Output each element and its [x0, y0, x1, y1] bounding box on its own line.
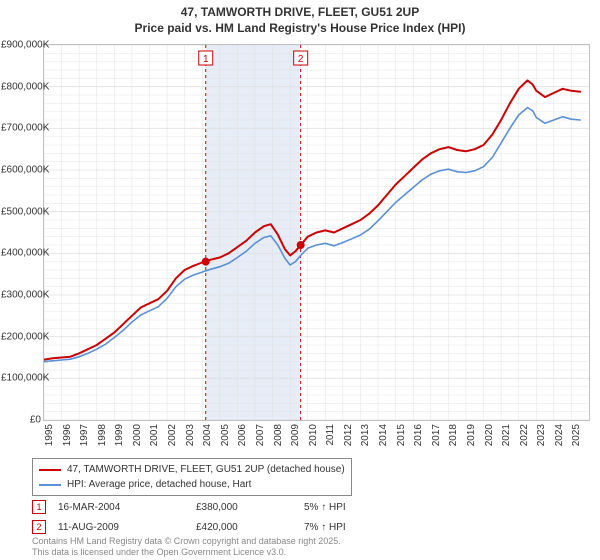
x-axis-tick: 2009	[290, 424, 301, 446]
chart-plot-area: 12 £0£100,000K£200,000K£300,000K£400,000…	[43, 44, 590, 421]
y-axis-tick: £0	[1, 415, 41, 426]
x-axis-tick: 2001	[149, 424, 160, 446]
sale-price: £380,000	[196, 502, 296, 513]
x-axis-tick: 2021	[501, 424, 512, 446]
footer-line-2: This data is licensed under the Open Gov…	[32, 547, 341, 558]
sales-row: 2 11-AUG-2009 £420,000 7% ↑ HPI	[32, 520, 392, 534]
y-axis-tick: £400,000K	[1, 248, 41, 259]
footer-line-1: Contains HM Land Registry data © Crown c…	[32, 536, 341, 547]
x-axis-tick: 2007	[255, 424, 266, 446]
x-axis-tick: 2014	[378, 424, 389, 446]
sale-marker-label: 1	[32, 500, 46, 514]
x-axis-tick: 2012	[343, 424, 354, 446]
legend-swatch-2	[39, 484, 61, 486]
sale-marker-label: 2	[32, 520, 46, 534]
legend-swatch-1	[39, 469, 61, 471]
footer: Contains HM Land Registry data © Crown c…	[32, 536, 341, 558]
x-axis-tick: 1998	[97, 424, 108, 446]
x-axis-tick: 2006	[237, 424, 248, 446]
sale-pct: 7% ↑ HPI	[304, 522, 384, 533]
legend-row-1: 47, TAMWORTH DRIVE, FLEET, GU51 2UP (det…	[39, 462, 345, 477]
x-axis-tick: 2022	[519, 424, 530, 446]
x-axis-tick: 2004	[202, 424, 213, 446]
y-axis-tick: £800,000K	[1, 81, 41, 92]
svg-text:2: 2	[298, 54, 304, 65]
x-axis-tick: 1999	[114, 424, 125, 446]
y-axis-tick: £700,000K	[1, 123, 41, 134]
y-axis-tick: £200,000K	[1, 331, 41, 342]
x-axis-tick: 1995	[44, 424, 55, 446]
x-axis-tick: 2024	[554, 424, 565, 446]
x-axis-tick: 2011	[325, 424, 336, 446]
legend: 47, TAMWORTH DRIVE, FLEET, GU51 2UP (det…	[32, 458, 352, 496]
x-axis-tick: 2025	[571, 424, 582, 446]
legend-row-2: HPI: Average price, detached house, Hart	[39, 477, 345, 492]
y-axis-tick: £300,000K	[1, 290, 41, 301]
x-axis-tick: 1997	[79, 424, 90, 446]
x-axis-tick: 2013	[360, 424, 371, 446]
y-axis-tick: £500,000K	[1, 206, 41, 217]
svg-text:1: 1	[203, 54, 209, 65]
sale-date: 11-AUG-2009	[58, 522, 188, 533]
sale-marker-cell: 1	[32, 500, 50, 514]
sales-row: 1 16-MAR-2004 £380,000 5% ↑ HPI	[32, 500, 392, 514]
chart-container: 47, TAMWORTH DRIVE, FLEET, GU51 2UP Pric…	[0, 0, 600, 560]
x-axis-tick: 2017	[431, 424, 442, 446]
legend-label-2: HPI: Average price, detached house, Hart	[67, 477, 251, 492]
y-axis-tick: £900,000K	[1, 40, 41, 51]
x-axis-tick: 2020	[484, 424, 495, 446]
sale-price: £420,000	[196, 522, 296, 533]
legend-label-1: 47, TAMWORTH DRIVE, FLEET, GU51 2UP (det…	[67, 462, 345, 477]
x-axis-tick: 2016	[413, 424, 424, 446]
x-axis-tick: 2008	[273, 424, 284, 446]
x-axis-tick: 2002	[167, 424, 178, 446]
y-axis-tick: £600,000K	[1, 165, 41, 176]
x-axis-tick: 2015	[396, 424, 407, 446]
chart-svg: 12	[44, 45, 589, 420]
title-block: 47, TAMWORTH DRIVE, FLEET, GU51 2UP Pric…	[0, 0, 600, 36]
x-axis-tick: 2018	[448, 424, 459, 446]
x-axis-tick: 2019	[466, 424, 477, 446]
sale-date: 16-MAR-2004	[58, 502, 188, 513]
x-axis-tick: 2010	[308, 424, 319, 446]
x-axis-tick: 2005	[220, 424, 231, 446]
x-axis-tick: 2023	[536, 424, 547, 446]
title-line-1: 47, TAMWORTH DRIVE, FLEET, GU51 2UP	[0, 4, 600, 20]
sale-pct: 5% ↑ HPI	[304, 502, 384, 513]
x-axis-tick: 2003	[185, 424, 196, 446]
title-line-2: Price paid vs. HM Land Registry's House …	[0, 20, 600, 36]
x-axis-tick: 2000	[132, 424, 143, 446]
y-axis-tick: £100,000K	[1, 373, 41, 384]
sales-table: 1 16-MAR-2004 £380,000 5% ↑ HPI 2 11-AUG…	[32, 500, 392, 540]
x-axis-tick: 1996	[62, 424, 73, 446]
sale-marker-cell: 2	[32, 520, 50, 534]
